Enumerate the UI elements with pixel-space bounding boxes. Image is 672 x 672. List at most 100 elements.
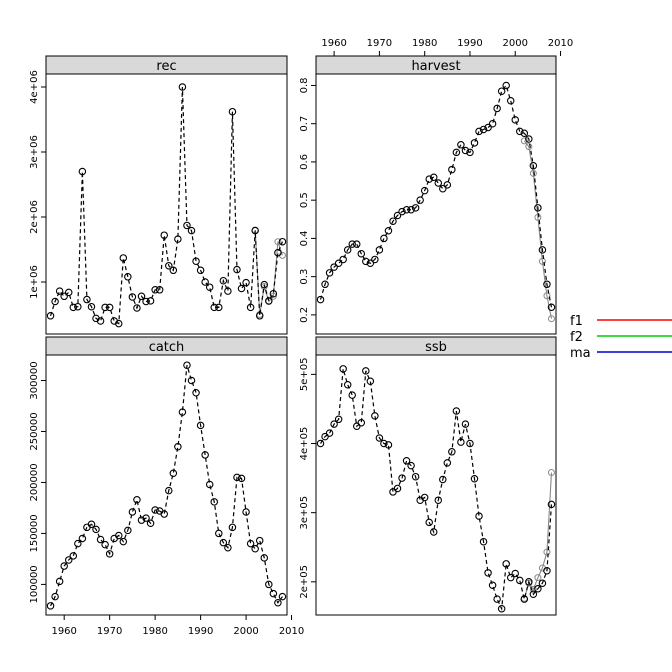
- data-point-ssb: [316, 439, 325, 448]
- series-tail-line-harvest: [523, 140, 553, 319]
- data-point-catch: [55, 577, 64, 586]
- data-point-harvest: [448, 165, 456, 174]
- data-point-harvest: [325, 269, 334, 277]
- data-point-harvest: [525, 135, 533, 143]
- data-point-harvest: [534, 204, 542, 212]
- data-point-rec: [96, 317, 105, 325]
- data-point-harvest: [543, 280, 551, 289]
- data-point-harvest: [357, 249, 366, 258]
- data-point-rec: [119, 254, 128, 262]
- data-point-harvest: [479, 125, 488, 134]
- data-point-harvest: [493, 104, 501, 113]
- data-point-harvest: [452, 148, 461, 157]
- y-tick-label-rec: 4e+06: [29, 70, 40, 104]
- data-point-catch: [64, 556, 73, 564]
- data-point-rec: [269, 289, 278, 298]
- x-tick-label-bottom: 2010: [279, 626, 304, 637]
- data-point-rec: [215, 303, 223, 312]
- series-tail-point-harvest: [538, 257, 546, 265]
- data-point-rec: [278, 237, 287, 246]
- data-point-ssb: [516, 576, 524, 585]
- data-point-ssb: [371, 412, 379, 420]
- series-tail-point-rec: [274, 238, 282, 246]
- data-point-harvest: [348, 240, 356, 248]
- data-point-harvest: [420, 186, 429, 195]
- data-point-rec: [60, 292, 68, 301]
- data-point-harvest: [334, 259, 343, 268]
- data-point-harvest: [488, 119, 497, 128]
- data-point-ssb: [439, 475, 447, 484]
- data-point-ssb: [448, 448, 456, 456]
- data-point-ssb: [479, 537, 488, 546]
- data-point-harvest: [538, 246, 547, 254]
- series-line-ssb: [320, 368, 553, 612]
- y-tick-label-ssb: 2e+05: [299, 565, 310, 599]
- data-point-harvest: [321, 280, 329, 289]
- data-point-catch: [160, 510, 168, 518]
- data-point-ssb: [343, 380, 352, 389]
- panel-harvest: harvest 0.2 0.3 0.4 0.5 0.6 0.7 0.8: [299, 55, 557, 335]
- strip-label-rec: rec: [156, 59, 176, 74]
- legend-label-ma: ma: [570, 346, 591, 361]
- data-point-rec: [178, 83, 187, 91]
- data-point-harvest: [402, 205, 411, 214]
- data-point-ssb: [461, 420, 470, 428]
- panel-frame-rec: [45, 73, 288, 335]
- data-point-rec: [115, 319, 123, 328]
- y-tick-label-catch: 200000: [29, 463, 40, 501]
- data-point-catch: [210, 498, 218, 506]
- data-point-catch: [142, 514, 150, 522]
- data-point-rec: [265, 297, 273, 305]
- data-point-ssb: [366, 377, 375, 386]
- y-tick-label-catch: 250000: [29, 412, 40, 450]
- data-point-catch: [174, 443, 182, 451]
- data-point-ssb: [425, 518, 433, 527]
- data-point-rec: [69, 303, 78, 312]
- data-point-rec: [105, 303, 114, 312]
- data-point-catch: [265, 580, 273, 589]
- data-point-harvest: [362, 257, 370, 266]
- data-point-harvest: [547, 303, 556, 311]
- data-point-ssb: [547, 500, 556, 509]
- data-point-ssb: [384, 441, 393, 449]
- data-point-catch: [115, 531, 123, 540]
- data-point-harvest: [502, 81, 510, 90]
- data-point-rec: [137, 292, 146, 301]
- data-point-rec: [242, 278, 250, 287]
- data-point-harvest: [443, 181, 452, 189]
- data-point-harvest: [457, 140, 465, 149]
- data-point-ssb: [506, 573, 515, 582]
- data-point-catch: [124, 526, 132, 535]
- data-point-ssb: [543, 566, 551, 575]
- data-point-catch: [96, 535, 105, 544]
- data-point-catch: [137, 516, 146, 524]
- data-point-rec: [155, 286, 164, 294]
- y-tick-label-harvest: 0.8: [299, 78, 310, 94]
- x-tick-label-top: 1970: [367, 38, 392, 49]
- data-point-catch: [169, 469, 178, 478]
- series-tail-line-ssb: [523, 472, 553, 599]
- data-point-rec: [196, 266, 205, 275]
- x-tick-label-top: 1980: [412, 38, 437, 49]
- data-point-catch: [228, 523, 237, 532]
- y-tick-label-ssb: 5e+05: [299, 358, 310, 392]
- data-point-ssb: [420, 493, 429, 502]
- series-line-catch: [50, 365, 283, 607]
- data-point-harvest: [389, 217, 397, 225]
- data-point-harvest: [353, 240, 361, 248]
- data-point-rec: [133, 304, 141, 312]
- series-tail-point-ssb: [547, 469, 555, 477]
- data-point-harvest: [343, 246, 352, 254]
- shared-axes: 1960 1970 1980 1990 2000 2010 1960 1970 1980 1990…: [51, 38, 573, 637]
- y-tick-label-harvest: 0.6: [299, 154, 310, 170]
- data-point-harvest: [497, 87, 506, 95]
- x-tick-label-bottom: 1990: [188, 626, 213, 637]
- series-tail-point-ssb: [543, 548, 551, 556]
- data-point-catch: [165, 486, 173, 495]
- data-point-rec: [237, 284, 246, 293]
- data-point-ssb: [488, 581, 497, 590]
- data-point-rec: [187, 226, 196, 235]
- panel-catch: catch 100000 150000 200000 250000 300000: [29, 336, 288, 616]
- series-tail-point-rec: [269, 292, 277, 300]
- data-point-catch: [255, 536, 264, 545]
